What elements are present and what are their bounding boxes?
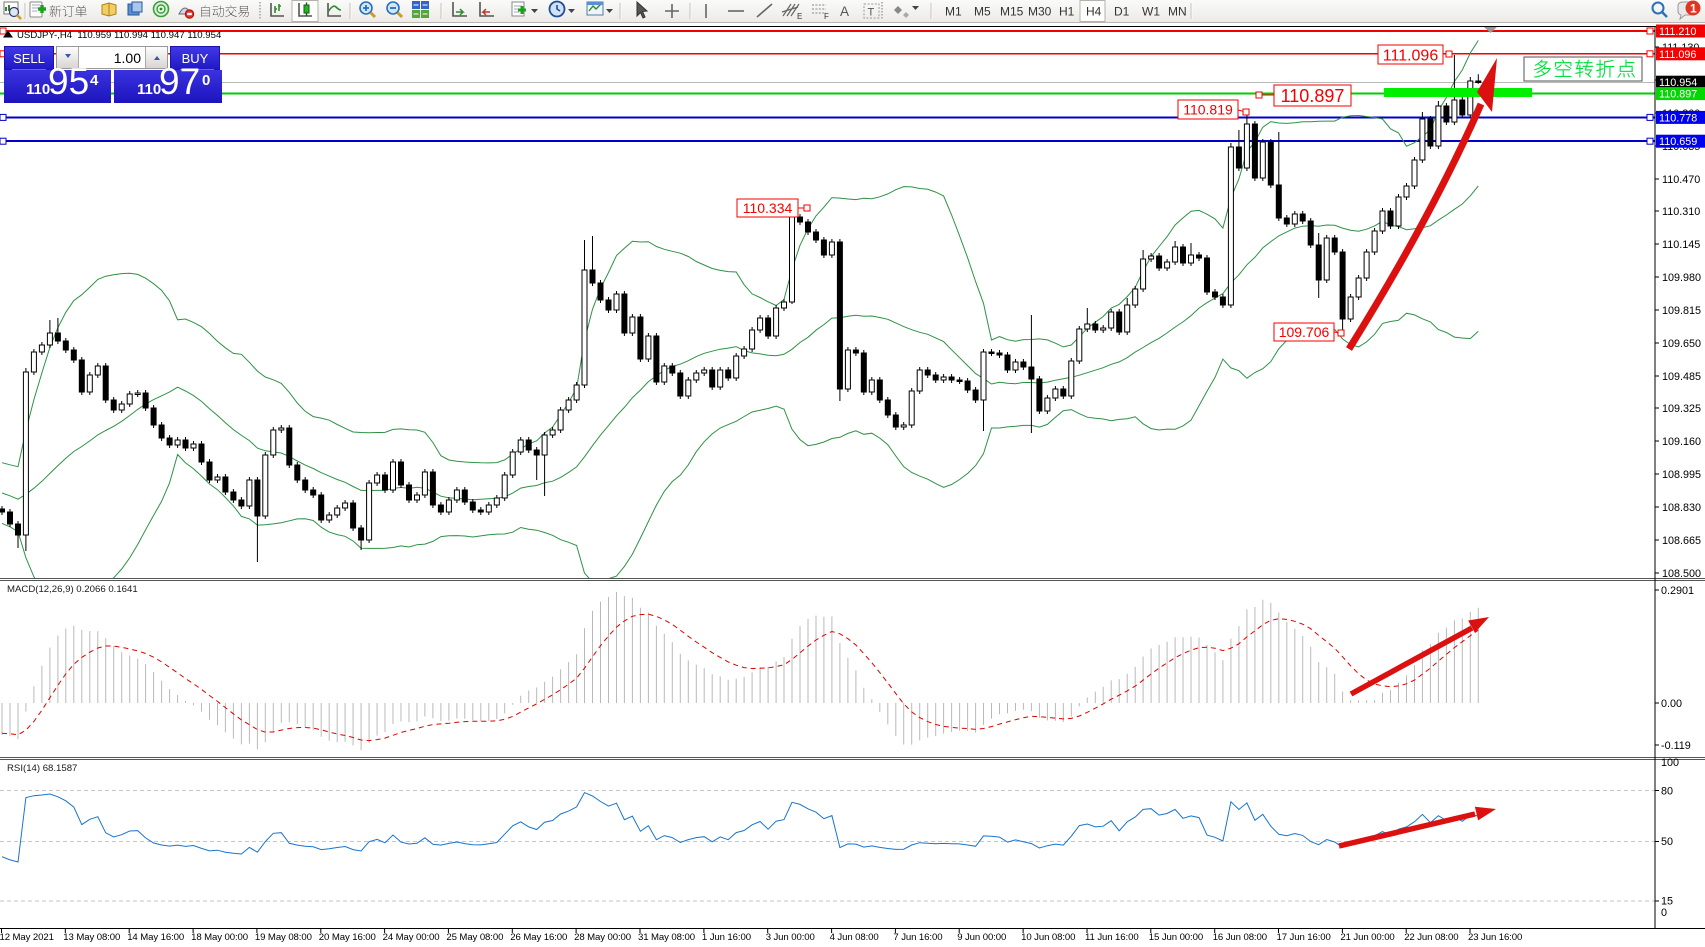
svg-text:0.00: 0.00 bbox=[1661, 698, 1682, 710]
svg-text:111.096: 111.096 bbox=[1383, 47, 1439, 64]
svg-text:9 Jun 00:00: 9 Jun 00:00 bbox=[957, 932, 1006, 943]
svg-text:21 Jun 00:00: 21 Jun 00:00 bbox=[1340, 932, 1394, 943]
svg-text:100: 100 bbox=[1661, 757, 1679, 769]
svg-text:109.650: 109.650 bbox=[1662, 338, 1701, 350]
svg-text:USDJPY-,H4 110.959 110.994 11: USDJPY-,H4 110.959 110.994 110.947 110.9… bbox=[17, 30, 222, 41]
svg-text:80: 80 bbox=[1661, 786, 1673, 798]
svg-text:3 Jun 00:00: 3 Jun 00:00 bbox=[766, 932, 815, 943]
svg-text:H1: H1 bbox=[1059, 5, 1075, 19]
svg-text:MACD(12,26,9) 0.2066 0.1641: MACD(12,26,9) 0.2066 0.1641 bbox=[7, 584, 138, 595]
svg-text:A: A bbox=[840, 4, 849, 19]
svg-text:M30: M30 bbox=[1028, 5, 1052, 19]
svg-text:7 Jun 16:00: 7 Jun 16:00 bbox=[893, 932, 942, 943]
svg-text:4 Jun 08:00: 4 Jun 08:00 bbox=[830, 932, 879, 943]
svg-text:24 May 00:00: 24 May 00:00 bbox=[383, 932, 440, 943]
svg-text:28 May 00:00: 28 May 00:00 bbox=[574, 932, 631, 943]
svg-text:31 May 08:00: 31 May 08:00 bbox=[638, 932, 695, 943]
svg-text:108.830: 108.830 bbox=[1662, 502, 1701, 514]
svg-text:109.160: 109.160 bbox=[1662, 436, 1701, 448]
svg-text:108.665: 108.665 bbox=[1662, 535, 1701, 547]
svg-text:50: 50 bbox=[1661, 836, 1673, 848]
svg-text:0: 0 bbox=[1661, 907, 1667, 919]
svg-text:-0.119: -0.119 bbox=[1661, 740, 1691, 752]
svg-text:12 May 2021: 12 May 2021 bbox=[0, 932, 54, 943]
svg-text:13 May 08:00: 13 May 08:00 bbox=[63, 932, 120, 943]
svg-text:110.778: 110.778 bbox=[1659, 112, 1697, 124]
svg-text:109.325: 109.325 bbox=[1662, 403, 1701, 415]
svg-text:E: E bbox=[797, 12, 802, 21]
svg-text:110.470: 110.470 bbox=[1662, 174, 1700, 186]
svg-text:22 Jun 08:00: 22 Jun 08:00 bbox=[1404, 932, 1458, 943]
svg-text:25 May 08:00: 25 May 08:00 bbox=[446, 932, 503, 943]
svg-text:20 May 16:00: 20 May 16:00 bbox=[319, 932, 376, 943]
svg-text:D1: D1 bbox=[1114, 5, 1130, 19]
svg-text:109.706: 109.706 bbox=[1279, 324, 1330, 340]
svg-text:110.659: 110.659 bbox=[1659, 136, 1697, 148]
svg-text:W1: W1 bbox=[1142, 5, 1160, 19]
svg-text:14 May 16:00: 14 May 16:00 bbox=[127, 932, 184, 943]
svg-text:1: 1 bbox=[1690, 2, 1697, 16]
svg-text:M5: M5 bbox=[974, 5, 991, 19]
svg-text:F: F bbox=[824, 12, 829, 21]
svg-text:19 May 08:00: 19 May 08:00 bbox=[255, 932, 312, 943]
svg-text:H4: H4 bbox=[1086, 5, 1102, 19]
svg-text:110.310: 110.310 bbox=[1662, 206, 1700, 218]
svg-text:111.210: 111.210 bbox=[1659, 26, 1696, 38]
svg-text:110.954: 110.954 bbox=[1659, 77, 1697, 89]
svg-text:M1: M1 bbox=[945, 5, 962, 19]
svg-text:108.995: 108.995 bbox=[1662, 469, 1701, 481]
svg-text:23 Jun 16:00: 23 Jun 16:00 bbox=[1468, 932, 1522, 943]
svg-text:26 May 16:00: 26 May 16:00 bbox=[510, 932, 567, 943]
svg-text:110.819: 110.819 bbox=[1183, 102, 1233, 118]
svg-text:18 May 00:00: 18 May 00:00 bbox=[191, 932, 248, 943]
svg-text:10 Jun 08:00: 10 Jun 08:00 bbox=[1021, 932, 1075, 943]
svg-text:1 Jun 16:00: 1 Jun 16:00 bbox=[702, 932, 751, 943]
svg-text:110.334: 110.334 bbox=[743, 200, 793, 216]
svg-text:RSI(14) 68.1587: RSI(14) 68.1587 bbox=[7, 763, 77, 774]
svg-text:109.485: 109.485 bbox=[1662, 371, 1701, 383]
svg-text:T: T bbox=[868, 7, 875, 19]
svg-text:M15: M15 bbox=[1000, 5, 1024, 19]
svg-text:110.145: 110.145 bbox=[1662, 239, 1700, 251]
svg-text:110.897: 110.897 bbox=[1659, 89, 1697, 101]
svg-text:111.096: 111.096 bbox=[1659, 49, 1696, 61]
svg-text:0.2901: 0.2901 bbox=[1661, 585, 1694, 597]
svg-text:MN: MN bbox=[1168, 5, 1187, 19]
svg-text:11 Jun 16:00: 11 Jun 16:00 bbox=[1085, 932, 1139, 943]
svg-text:16 Jun 08:00: 16 Jun 08:00 bbox=[1213, 932, 1267, 943]
svg-text:17 Jun 16:00: 17 Jun 16:00 bbox=[1277, 932, 1331, 943]
svg-text:15: 15 bbox=[1661, 896, 1673, 908]
svg-text:110.897: 110.897 bbox=[1281, 86, 1345, 106]
svg-text:108.500: 108.500 bbox=[1662, 568, 1701, 580]
svg-text:109.980: 109.980 bbox=[1662, 272, 1701, 284]
svg-text:109.815: 109.815 bbox=[1662, 305, 1701, 317]
svg-text:15 Jun 00:00: 15 Jun 00:00 bbox=[1149, 932, 1203, 943]
